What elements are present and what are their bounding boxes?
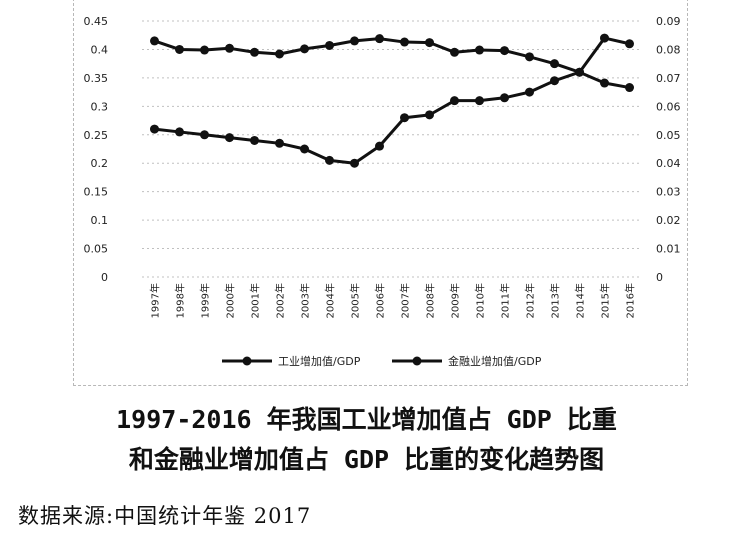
legend: 工业增加值/GDP 金融业增加值/GDP — [222, 354, 542, 368]
right-y-tick-label: 0.09 — [656, 15, 681, 28]
data-point — [600, 33, 609, 43]
x-axis-ticks: 1997年 1998年 1999年 2000年 2001年 2002年 2003年 2004年… — [149, 283, 637, 318]
gridlines — [142, 20, 642, 278]
data-point — [350, 158, 359, 168]
legend-swatch-marker — [412, 356, 422, 366]
data-point — [525, 87, 534, 97]
x-tick-label: 2009年 — [449, 283, 462, 318]
data-point — [400, 113, 409, 123]
left-y-tick-label: 0.35 — [84, 72, 109, 85]
right-y-tick-label: 0.02 — [656, 214, 681, 227]
series — [150, 33, 634, 168]
x-tick-label: 1998年 — [174, 283, 187, 318]
data-point — [175, 127, 184, 137]
x-tick-label: 2013年 — [549, 283, 562, 318]
data-point — [200, 130, 209, 140]
x-tick-label: 2015年 — [599, 283, 612, 318]
x-tick-label: 1997年 — [149, 283, 162, 318]
left-y-tick-label: 0.05 — [84, 243, 109, 256]
data-point — [175, 44, 184, 54]
data-point — [625, 83, 634, 93]
data-point — [525, 52, 534, 62]
data-point — [350, 36, 359, 46]
left-y-tick-label: 0.15 — [84, 186, 109, 199]
right-y-tick-label: 0.05 — [656, 129, 681, 142]
data-point — [375, 141, 384, 151]
data-point — [425, 110, 434, 120]
left-y-tick-label: 0.25 — [84, 129, 109, 142]
x-tick-label: 2008年 — [424, 283, 437, 318]
data-point — [625, 39, 634, 49]
data-point — [300, 144, 309, 154]
data-point — [275, 49, 284, 59]
data-point — [475, 96, 484, 106]
x-tick-label: 2014年 — [574, 283, 587, 318]
data-point — [550, 76, 559, 86]
caption-line-1: 1997-2016 年我国工业增加值占 GDP 比重 — [116, 405, 617, 434]
caption-line-2: 和金融业增加值占 GDP 比重的变化趋势图 — [128, 445, 605, 474]
data-point — [275, 138, 284, 148]
data-point — [500, 46, 509, 56]
data-point — [475, 45, 484, 55]
right-y-tick-label: 0.08 — [656, 43, 681, 56]
legend-label: 工业增加值/GDP — [278, 354, 361, 368]
left-y-tick-label: 0.3 — [91, 100, 109, 113]
data-point — [225, 133, 234, 143]
right-y-tick-label: 0.01 — [656, 243, 681, 256]
x-tick-label: 2011年 — [499, 283, 512, 318]
data-point — [575, 67, 584, 77]
data-point — [200, 45, 209, 55]
right-axis-ticks: 0 0.01 0.02 0.03 0.04 0.05 0.06 0.07 0.08 0.09 — [656, 15, 681, 284]
line-chart: 00.050.10.150.20.250.30.350.40.45 00.010… — [84, 15, 681, 368]
x-tick-label: 2004年 — [324, 283, 337, 318]
right-y-tick-label: 0.03 — [656, 186, 681, 199]
data-point — [250, 135, 259, 145]
left-y-tick-label: 0.4 — [91, 43, 109, 56]
legend-swatch-marker — [242, 356, 252, 366]
x-tick-label: 2002年 — [274, 283, 287, 318]
left-y-tick-label: 0.1 — [91, 214, 109, 227]
data-point — [300, 44, 309, 54]
data-point — [550, 59, 559, 69]
series-line-2 — [154, 36, 630, 165]
left-y-tick-label: 0.2 — [91, 157, 109, 170]
chart-frame: 0 0.05 0.1 0.15 0.2 0.25 0.3 0.35 0.4 0.45 0 0.01 0… — [73, 0, 688, 386]
x-tick-label: 2003年 — [299, 283, 312, 318]
data-source-note: 数据来源:中国统计年鉴 2017 — [18, 504, 312, 528]
data-point — [450, 96, 459, 106]
x-tick-label: 2010年 — [474, 283, 487, 318]
data-point — [500, 93, 509, 103]
data-point — [600, 78, 609, 88]
data-point — [250, 47, 259, 57]
right-y-tick-label: 0.06 — [656, 100, 681, 113]
x-tick-label: 2006年 — [374, 283, 387, 318]
x-tick-label: 1999年 — [199, 283, 212, 318]
right-y-tick-label: 0 — [656, 271, 663, 284]
x-tick-label: 2005年 — [349, 283, 362, 318]
right-y-tick-label: 0.04 — [656, 157, 681, 170]
data-point — [150, 124, 159, 134]
data-point — [225, 43, 234, 53]
data-point — [325, 155, 334, 165]
data-point — [150, 36, 159, 46]
data-point — [425, 38, 434, 48]
data-point — [375, 34, 384, 44]
x-tick-label: 2000年 — [224, 283, 237, 318]
legend-label: 金融业增加值/GDP — [448, 354, 542, 368]
data-point — [325, 40, 334, 50]
x-tick-label: 2016年 — [624, 283, 637, 318]
data-point — [450, 47, 459, 57]
x-tick-label: 2007年 — [399, 283, 412, 318]
left-axis-ticks: 0 0.05 0.1 0.15 0.2 0.25 0.3 0.35 0.4 0.45 — [84, 15, 109, 284]
left-y-tick-label: 0 — [101, 271, 108, 284]
right-y-tick-label: 0.07 — [656, 72, 681, 85]
data-point — [400, 37, 409, 47]
x-tick-label: 2001年 — [249, 283, 262, 318]
x-tick-label: 2012年 — [524, 283, 537, 318]
left-y-tick-label: 0.45 — [84, 15, 109, 28]
